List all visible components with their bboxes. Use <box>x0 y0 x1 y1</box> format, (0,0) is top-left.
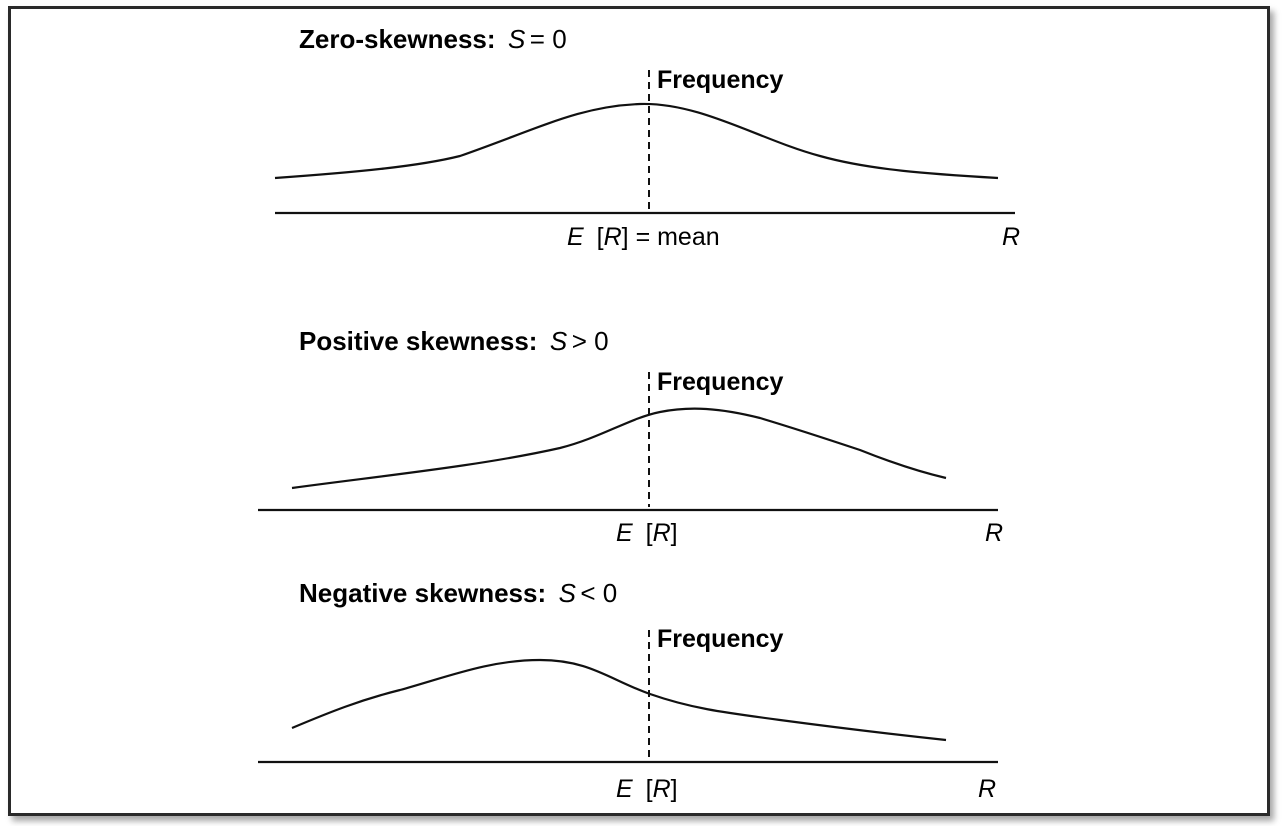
mean-label-r: R <box>653 519 671 547</box>
panel-title-bold: Positive skewness: <box>299 326 537 356</box>
panel-title-variable: S <box>550 326 568 356</box>
panel-title-variable: S <box>508 24 526 54</box>
frequency-label: Frequency <box>657 368 784 396</box>
panel-title: Positive skewness: S > 0 <box>299 326 609 356</box>
panel-title-bold: Negative skewness: <box>299 578 546 608</box>
panel-title-relation: < 0 <box>580 578 617 608</box>
axis-label-r: R <box>978 775 996 803</box>
mean-label: E [R] <box>616 775 678 803</box>
axis-label-r: R <box>1002 223 1020 251</box>
distribution-curve <box>291 407 947 490</box>
panel-title: Zero-skewness: S = 0 <box>299 24 567 54</box>
panel-title-variable: S <box>559 578 577 608</box>
mean-label: E [R] <box>616 519 678 547</box>
mean-label-e: E <box>567 223 584 251</box>
panel-title-relation: > 0 <box>572 326 609 356</box>
axis-label-r: R <box>985 519 1003 547</box>
panel-title-relation: = 0 <box>530 24 567 54</box>
frequency-label: Frequency <box>657 625 784 653</box>
panel-title: Negative skewness: S < 0 <box>299 578 617 608</box>
mean-label-suffix: = mean <box>636 223 720 251</box>
distribution-curve <box>291 658 947 742</box>
mean-label: E [R] = mean <box>567 223 720 251</box>
panel-zero-skewness: Zero-skewness: S = 0 Frequency E [R] = m… <box>274 24 1020 251</box>
mean-label-e: E <box>616 519 633 547</box>
mean-label-e: E <box>616 775 633 803</box>
figure-frame <box>8 6 1270 816</box>
mean-label-r: R <box>653 775 671 803</box>
panel-positive-skewness: Positive skewness: S > 0 Frequency E [R]… <box>258 326 1003 547</box>
mean-label-r: R <box>604 223 622 251</box>
frequency-label: Frequency <box>657 66 784 94</box>
panel-negative-skewness: Negative skewness: S < 0 Frequency E [R]… <box>258 578 998 803</box>
distribution-curve <box>274 102 999 180</box>
panel-title-bold: Zero-skewness: <box>299 24 496 54</box>
